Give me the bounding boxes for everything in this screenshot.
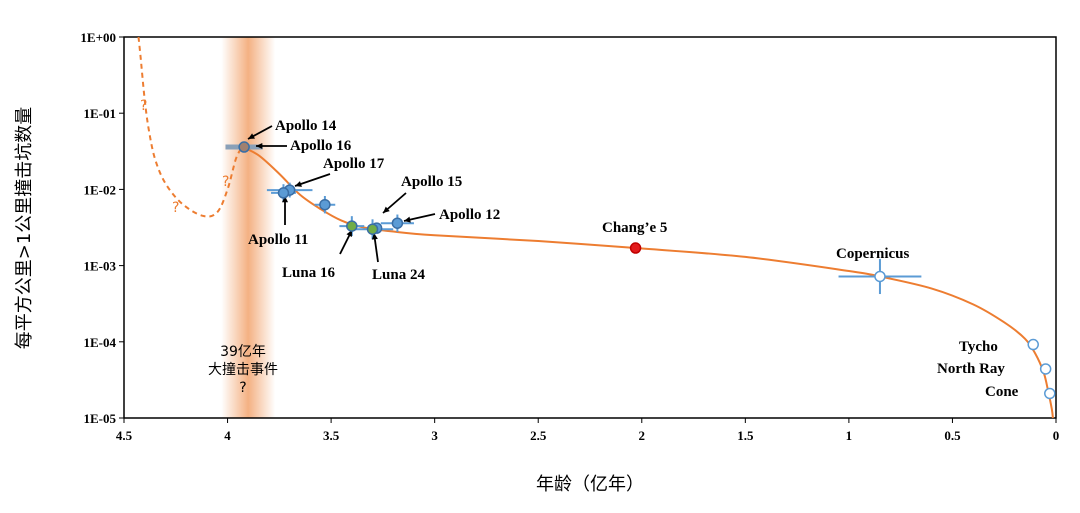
x-tick-label: 3 [431, 428, 438, 443]
point-label: Luna 24 [372, 267, 425, 283]
x-tick-label: 1 [846, 428, 853, 443]
arrow-head [346, 230, 352, 237]
x-tick-label: 4 [224, 428, 231, 443]
data-point [629, 242, 642, 254]
y-tick-label: 1E-02 [84, 182, 117, 197]
point-label: Apollo 11 [248, 232, 308, 248]
x-tick-label: 0 [1053, 428, 1060, 443]
y-tick-label: 1E+00 [80, 30, 116, 45]
arrow-head [404, 216, 411, 223]
data-point [1027, 338, 1039, 351]
event-label-line-3: ? [239, 380, 246, 396]
point-label: Cone [985, 384, 1019, 400]
data-point [238, 141, 250, 153]
x-tick-label: 4.5 [116, 428, 133, 443]
y-tick-label: 1E-04 [84, 335, 117, 350]
label-arrows [247, 125, 436, 263]
point-label: Tycho [959, 339, 998, 355]
curve-question-mark-2: ? [172, 200, 179, 216]
y-axis: 1E+00 1E-01 1E-02 1E-03 1E-04 1E-05 [80, 30, 124, 426]
y-tick-label: 1E-03 [84, 259, 117, 274]
data-points [238, 141, 1056, 400]
point-label: Apollo 15 [401, 174, 462, 190]
data-point [1039, 363, 1052, 375]
x-tick-label: 3.5 [323, 428, 340, 443]
point-label: Apollo 14 [275, 118, 337, 134]
data-point [277, 187, 290, 199]
data-point [874, 270, 886, 283]
point-label: Apollo 16 [290, 138, 352, 154]
x-tick-label: 1.5 [737, 428, 754, 443]
arrow-head [295, 181, 302, 187]
y-axis-title: 每平方公里>1公里撞击坑数量 [14, 107, 35, 350]
data-point [319, 198, 331, 211]
y-tick-label: 1E-05 [84, 411, 117, 426]
x-axis-title: 年龄（亿年） [536, 474, 644, 495]
point-label: Copernicus [836, 246, 910, 262]
arrow-head [256, 142, 263, 150]
x-axis: 4.5 4 3.5 3 2.5 2 1.5 1 0.5 0 [116, 418, 1059, 443]
data-point [346, 220, 358, 232]
x-tick-label: 2.5 [530, 428, 547, 443]
curve-question-mark-3: ? [222, 174, 229, 190]
arrow-head [371, 233, 378, 240]
event-label-line-2: 大撞击事件 [208, 362, 278, 378]
data-point [1044, 387, 1056, 400]
impact-event-band [221, 37, 276, 418]
point-label: Chang’e 5 [602, 220, 667, 236]
curve-solid-segment [241, 146, 1054, 419]
data-point [366, 223, 379, 235]
curve-dashed-segment [137, 36, 243, 218]
arrow-head [281, 196, 289, 203]
x-tick-label: 2 [639, 428, 646, 443]
y-tick-label: 1E-01 [84, 106, 117, 121]
point-label: Apollo 12 [439, 207, 500, 223]
data-point [391, 217, 404, 229]
arrow-head [383, 206, 390, 213]
point-label: Apollo 17 [323, 156, 385, 172]
point-label: North Ray [937, 361, 1005, 377]
curve-question-mark-1: ? [140, 98, 147, 114]
arrow-head [248, 133, 255, 139]
x-tick-label: 0.5 [944, 428, 961, 443]
plot-area [123, 36, 1057, 419]
point-label: Luna 16 [282, 265, 335, 281]
point-labels: Apollo 14 Apollo 16 Apollo 17 Apollo 11 Apol… [248, 118, 1019, 400]
event-label-line-1: 39亿年 [220, 344, 266, 360]
